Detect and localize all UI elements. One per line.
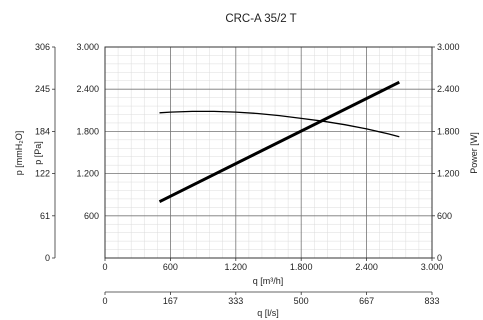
minor-grid <box>105 47 432 258</box>
y2-tick-label: 600 <box>437 211 452 221</box>
y2-tick-label: 3.000 <box>437 42 460 52</box>
y-axis-label: p [Pa] <box>33 141 43 165</box>
outer-y-tick-label: 245 <box>35 84 50 94</box>
plot-frame <box>104 46 433 259</box>
y2-tick-label: 1.200 <box>437 169 460 179</box>
y-axis-ticks: 600 1.200 1.800 2.400 3.000 <box>76 42 99 221</box>
chart-title: CRC-A 35/2 T <box>225 13 296 25</box>
x2-tick-label: 500 <box>294 296 309 306</box>
pressure-curve <box>159 110 400 138</box>
x-axis-ticks: 0 600 1.200 1.800 2.400 3.000 <box>102 258 443 272</box>
x2-axis-label: q [l/s] <box>257 308 279 318</box>
secondary-x-axis: 0 167 333 500 667 833 <box>102 291 440 306</box>
outer-y-tick-label: 184 <box>35 126 50 136</box>
y-tick-label: 600 <box>84 211 99 221</box>
x2-tick-label: 0 <box>102 296 107 306</box>
y-tick-label: 2.400 <box>76 84 99 94</box>
x2-tick-label: 333 <box>228 296 243 306</box>
x-tick-label: 3.000 <box>421 262 444 272</box>
right-y-axis-ticks: 0 600 1.200 1.800 2.400 3.000 <box>432 42 460 263</box>
x2-tick-label: 833 <box>424 296 439 306</box>
x2-tick-label: 667 <box>359 296 374 306</box>
y-outer-axis-label: p [mmH₂O] <box>14 131 24 176</box>
outer-y-tick-label: 61 <box>40 211 50 221</box>
outer-y-tick-label: 0 <box>45 253 50 263</box>
x2-tick-label: 167 <box>163 296 178 306</box>
outer-y-tick-label: 122 <box>35 169 50 179</box>
y2-tick-label: 2.400 <box>437 84 460 94</box>
series-layer <box>158 80 400 204</box>
outer-y-axis: 0 61 122 184 245 306 <box>35 42 56 263</box>
x-tick-label: 1.200 <box>225 262 248 272</box>
x-tick-label: 1.800 <box>290 262 313 272</box>
outer-y-tick-label: 306 <box>35 42 50 52</box>
x-axis-label: q [m³/h] <box>253 276 284 286</box>
x-tick-label: 600 <box>163 262 178 272</box>
y-tick-label: 3.000 <box>76 42 99 52</box>
x-tick-label: 2.400 <box>355 262 378 272</box>
power-curve <box>158 80 400 204</box>
y-tick-label: 1.800 <box>76 126 99 136</box>
major-grid <box>104 46 433 258</box>
x-tick-label: 0 <box>102 262 107 272</box>
y2-tick-label: 0 <box>437 253 442 263</box>
y2-tick-label: 1.800 <box>437 126 460 136</box>
y-tick-label: 1.200 <box>76 169 99 179</box>
y2-axis-label: Power [W] <box>469 132 479 174</box>
